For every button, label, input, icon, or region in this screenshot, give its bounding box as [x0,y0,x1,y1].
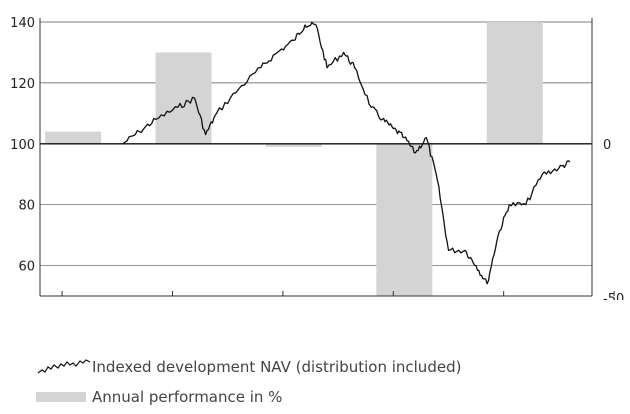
bar-legend-label: Annual performance in % [92,388,283,406]
left-axis-ticks: 60 80 100 120 140 [10,16,35,275]
nav-line [122,21,571,285]
line-legend-icon [37,359,91,374]
left-tick-label: 120 [10,77,35,92]
left-tick-label: 100 [10,138,35,153]
performance-bar [155,52,212,144]
performance-bar [376,143,433,296]
line-series [122,21,571,285]
performance-bar [45,131,102,144]
line-legend-label: Indexed development NAV (distribution in… [92,358,462,376]
x-axis-ticks: 20052006200720082009 [61,291,615,296]
right-tick-label: 0 [603,138,611,153]
right-axis-ticks: 0-50 [603,138,624,300]
bar-series [45,22,543,296]
bar-legend-icon [36,392,86,402]
chart: 60 80 100 120 140 0-50 20052006200720082009 [10,16,624,300]
legend-line-entry: Indexed development NAV (distribution in… [36,356,461,378]
performance-bar [265,143,322,147]
legend-bar-entry: Annual performance in % [36,388,282,406]
left-tick-label: 80 [18,199,35,214]
left-tick-label: 140 [10,16,35,31]
axes [39,18,593,297]
left-tick-label: 60 [18,260,35,275]
performance-bar [486,22,543,144]
